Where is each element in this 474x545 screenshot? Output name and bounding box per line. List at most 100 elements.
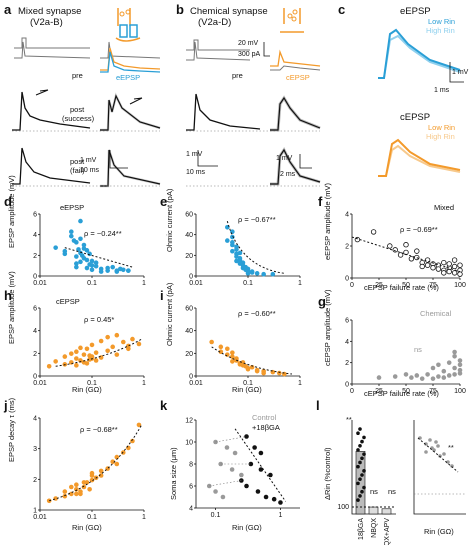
scatter-point (81, 360, 87, 365)
panel-a-scalebar (109, 150, 128, 169)
scatter-point (430, 376, 436, 381)
scatter-point (428, 438, 432, 442)
panel-a-eepsp-traces (100, 47, 161, 73)
panel-k-ylabel: Soma size (μm) (169, 447, 178, 500)
panel-h-xlabel: Rin (GΩ) (72, 385, 102, 394)
scatter-point (452, 349, 457, 355)
scatter-point (442, 452, 446, 456)
scatter-point (74, 491, 79, 497)
scatter-point (277, 370, 282, 376)
scatter-point (229, 467, 235, 472)
scatter-point (446, 268, 452, 275)
scatter-point (74, 487, 79, 492)
x-tick-label: 0.01 (189, 280, 203, 287)
scatter-point (354, 236, 361, 243)
panel-l-ylabel: ΔRin (%control) (323, 447, 332, 500)
panel-c-letter: c (338, 2, 345, 17)
scatter-point (436, 374, 441, 379)
scatter-point (53, 359, 58, 364)
panel-l-sig2: ** (448, 443, 454, 452)
panel-j-xlabel: Rin (GΩ) (72, 523, 102, 532)
scatter-point (74, 349, 79, 355)
panel-b-scale-v3: 1 mV (186, 151, 203, 158)
scatter-point (370, 229, 377, 235)
scatter-point (114, 454, 120, 460)
panel-b-scalebar-right (299, 154, 312, 169)
bar-dot (362, 469, 366, 473)
panel-a-scale-v: 1 mV (80, 157, 97, 164)
scatter-point (234, 254, 239, 259)
scatter-point (225, 352, 230, 357)
scatter-point (105, 268, 110, 273)
panel-g-inset: Chemical (420, 309, 452, 318)
x-tick-label: 25 (375, 282, 383, 289)
scatter-point (457, 371, 463, 376)
scatter-point (78, 218, 83, 224)
panel-e-letter: e (160, 194, 167, 209)
y-tick-label: 20 (185, 253, 193, 260)
scatter-point (452, 372, 457, 377)
x-tick-label: 0 (350, 388, 354, 395)
scatter-point (230, 354, 235, 359)
y-tick-label: 0 (33, 374, 37, 381)
scatter-point (218, 344, 224, 350)
scatter-point (89, 258, 95, 264)
scatter-point (87, 251, 92, 257)
scatter-point (81, 480, 87, 485)
scatter-point (245, 366, 251, 372)
panel-h-inset: cEPSP (56, 297, 80, 306)
scatter-point (84, 265, 90, 271)
scatter-point (237, 261, 243, 266)
panel-a-pre-label: pre (72, 71, 83, 80)
scatter-point (419, 376, 425, 381)
scatter-point (255, 489, 261, 494)
panel-g-xlabel: cEPSP failure rate (%) (364, 389, 439, 398)
trend-line (351, 236, 461, 273)
scatter-point (451, 263, 458, 270)
scatter-point (446, 460, 450, 464)
scatter-point (81, 484, 87, 490)
bar-dot (358, 494, 362, 498)
scatter-point (249, 364, 255, 370)
bar-dot (356, 464, 360, 469)
x-tick-label: 1 (298, 380, 302, 387)
scatter-point (46, 363, 52, 369)
x-tick-label: 75 (429, 388, 437, 395)
y-tick-label: 6 (33, 306, 37, 313)
scatter-point (93, 260, 99, 266)
x-tick-label: 1 (142, 380, 146, 387)
scatter-point (93, 350, 99, 355)
panel-h-letter: h (4, 288, 12, 303)
scatter-point (126, 445, 131, 451)
panel-g-ylabel: cEPSP amplitude (mV) (323, 289, 332, 366)
scatter-point (98, 468, 104, 474)
scatter-point (424, 442, 428, 446)
x-tick-label: 75 (429, 282, 437, 289)
scatter-point (78, 236, 83, 242)
panel-i-ylabel: Ohmic current (pA) (165, 282, 174, 346)
trend-line (49, 424, 143, 502)
scatter-point (263, 494, 269, 500)
bar-dot (358, 443, 362, 448)
y-tick-label: 12 (185, 418, 193, 425)
y-tick-label: 8 (189, 462, 193, 469)
panel-h-rho: ρ = 0.45* (84, 315, 114, 324)
panel-l-axes (351, 420, 396, 515)
scatter-point (98, 338, 104, 344)
scatter-point (436, 444, 440, 448)
scatter-point (71, 238, 77, 243)
scatter-point (271, 496, 277, 502)
x-tick-label: 100 (454, 388, 466, 395)
trend-line (226, 220, 285, 274)
scatter-point (424, 450, 428, 454)
scatter-point (225, 238, 230, 243)
bar-18βGA (355, 451, 366, 515)
bar-label: NBQX+APV (384, 518, 391, 545)
x-tick-label: 0.1 (211, 512, 221, 519)
scatter-point (220, 494, 226, 500)
y-tick-label: 4 (33, 416, 37, 423)
scatter-point (419, 263, 425, 270)
x-tick-label: 0.1 (87, 280, 97, 287)
panel-b-post-fail-traces (186, 147, 321, 187)
